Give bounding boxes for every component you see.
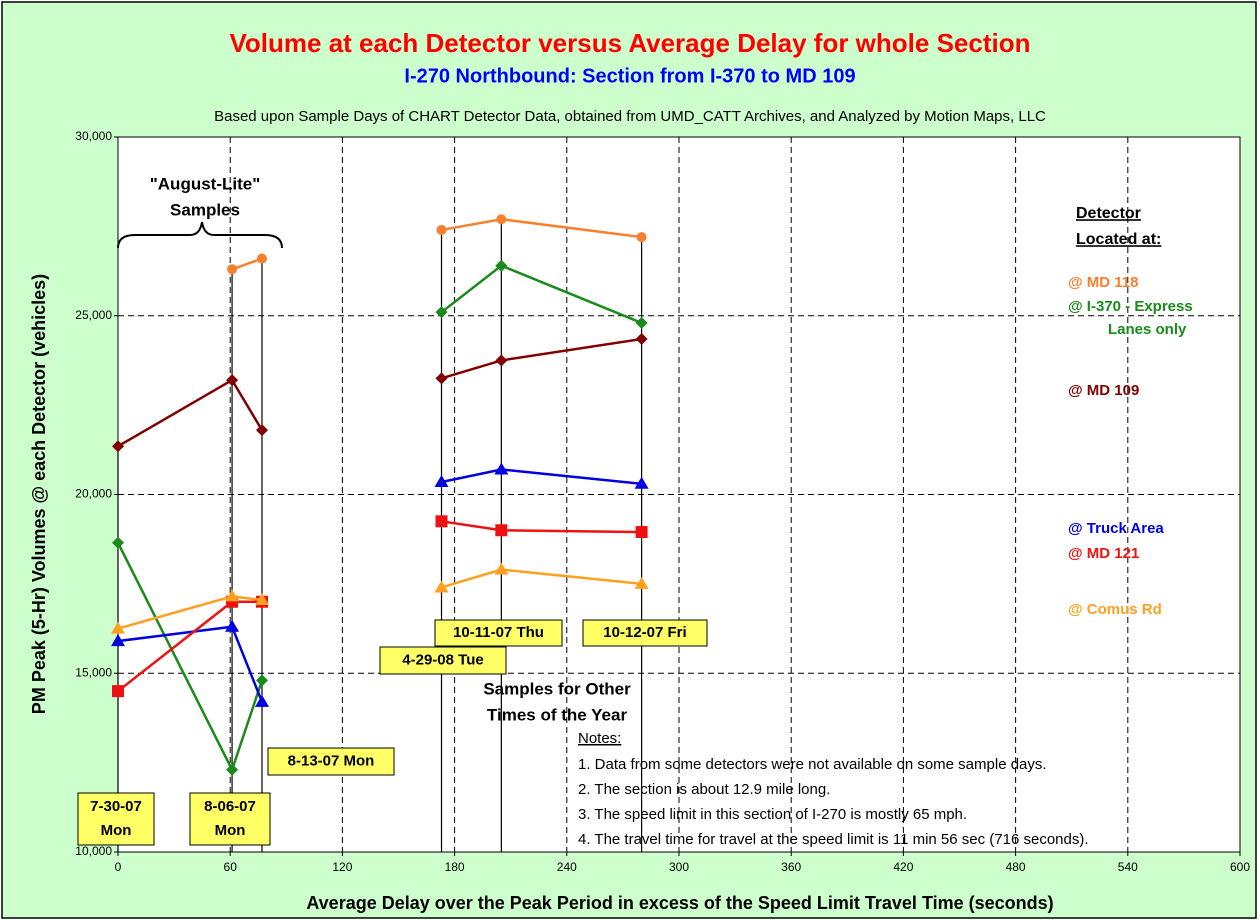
legend-line: @ I-370 - Express [1068, 298, 1193, 315]
x-tick-label: 480 [1006, 860, 1026, 874]
marker [636, 232, 647, 243]
marker [635, 526, 648, 539]
marker [226, 763, 239, 776]
note-line: 1. Data from some detectors were not ava… [578, 756, 1047, 773]
marker [434, 474, 449, 487]
group-label: Times of the Year [487, 705, 628, 724]
marker [111, 634, 125, 647]
date-label: 10-12-07 Fri [603, 624, 686, 641]
legend-label: @ MD 109 [1068, 382, 1139, 399]
legend-label: @ Comus Rd [1068, 601, 1162, 618]
date-label: 8-13-07 Mon [288, 752, 375, 769]
marker [496, 214, 507, 225]
date-label: 4-29-08 Tue [402, 651, 483, 668]
x-axis-label: Average Delay over the Peak Period in ex… [306, 893, 1053, 913]
marker [494, 462, 509, 475]
date-box [77, 792, 155, 846]
marker [227, 264, 238, 275]
marker [112, 685, 124, 698]
date-box [189, 792, 271, 846]
chart-subtitle: I-270 Northbound: Section from I-370 to … [404, 65, 855, 87]
marker [256, 253, 267, 264]
legend-label: @ MD 121 [1068, 545, 1139, 562]
marker [635, 316, 648, 329]
marker [254, 592, 269, 605]
notes-title: Notes: [578, 730, 621, 747]
marker [634, 476, 649, 489]
x-tick-label: 420 [893, 860, 913, 874]
date-box [379, 646, 507, 675]
date-label: Mon [101, 822, 132, 839]
marker [435, 306, 448, 319]
marker [495, 524, 508, 537]
group-label: Samples [170, 200, 240, 219]
date-box [267, 747, 395, 776]
x-tick-label: 240 [557, 860, 577, 874]
date-box [434, 619, 563, 647]
y-tick-label: 20,000 [75, 487, 112, 501]
date-label: 7-30-07 [90, 798, 142, 815]
brace [117, 221, 283, 249]
date-label: 8-06-07 [204, 798, 256, 815]
marker [255, 674, 268, 687]
x-tick-label: 600 [1230, 860, 1250, 874]
legend-title: Located at: [1076, 231, 1161, 248]
marker [435, 372, 448, 385]
legend-title: Detector [1076, 205, 1141, 222]
marker [436, 224, 447, 235]
marker [495, 259, 508, 272]
marker [225, 589, 240, 602]
note-line: 4. The travel time for travel at the spe… [578, 831, 1089, 848]
note-line: 3. The speed limit in this section of I-… [578, 806, 967, 823]
x-tick-label: 180 [445, 860, 465, 874]
date-label: Mon [215, 822, 246, 839]
marker [111, 621, 125, 634]
y-axis-label: PM Peak (5-Hr) Volumes @ each Detector (… [29, 274, 49, 714]
note-line: 2. The section is about 12.9 mile long. [578, 781, 830, 798]
group-label: "August-Lite" [150, 174, 261, 193]
group-label: Samples for Other [483, 679, 631, 698]
marker [495, 354, 508, 367]
x-tick-label: 300 [669, 860, 689, 874]
chart-title: Volume at each Detector versus Average D… [230, 28, 1031, 58]
x-tick-label: 540 [1118, 860, 1138, 874]
marker [634, 576, 649, 589]
x-tick-label: 0 [115, 860, 122, 874]
marker [255, 424, 268, 437]
marker [226, 374, 239, 387]
legend-label: @ I-370 - Express Lanes only [1068, 298, 1193, 338]
y-tick-label: 15,000 [75, 665, 112, 679]
marker [635, 332, 648, 345]
marker [225, 619, 240, 632]
y-tick-label: 30,000 [75, 129, 112, 143]
x-tick-label: 60 [224, 860, 238, 874]
y-tick-label: 10,000 [75, 844, 112, 858]
marker [254, 694, 269, 707]
chart-note: Based upon Sample Days of CHART Detector… [214, 108, 1046, 125]
date-box [582, 619, 708, 647]
date-label: 10-11-07 Thu [453, 624, 544, 641]
legend-label: @ Truck Area [1068, 520, 1164, 537]
legend-line: Lanes only [1108, 321, 1187, 338]
marker [435, 515, 448, 528]
marker [494, 562, 509, 575]
y-tick-label: 25,000 [75, 308, 112, 322]
marker [434, 580, 449, 593]
marker [112, 536, 124, 549]
x-tick-label: 120 [332, 860, 352, 874]
legend-label: @ MD 118 [1068, 274, 1139, 291]
x-tick-label: 360 [781, 860, 801, 874]
marker [112, 440, 124, 453]
